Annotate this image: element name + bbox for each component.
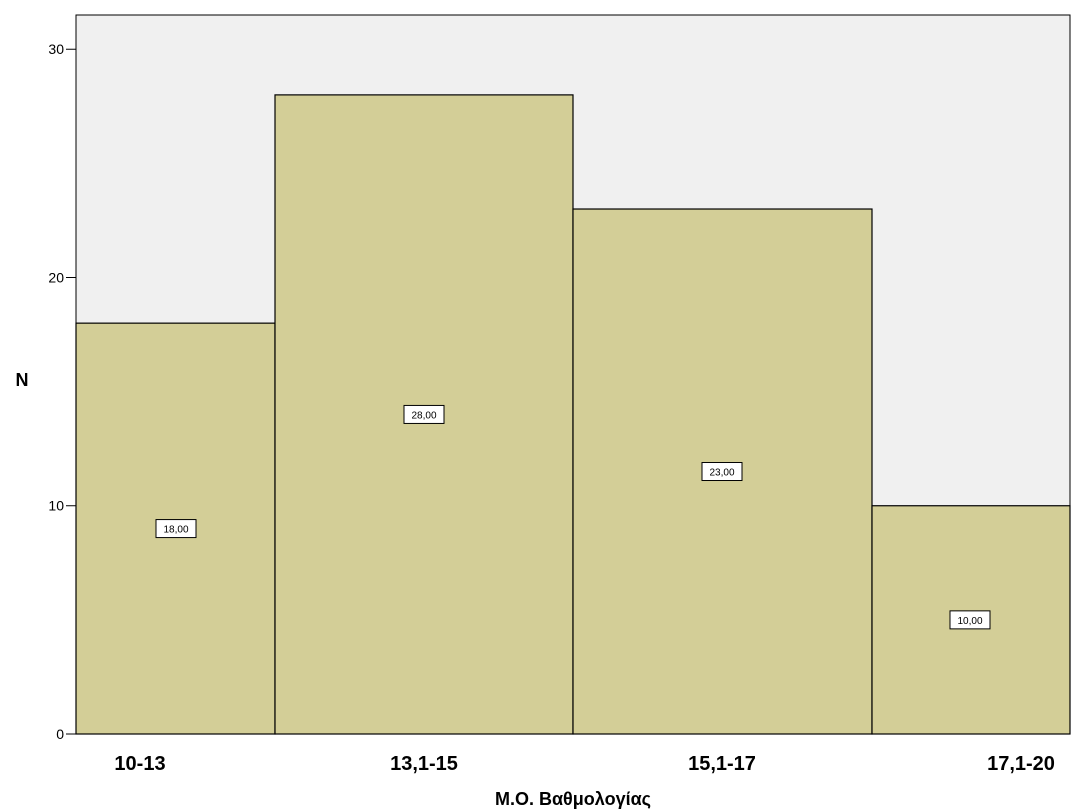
data-label-1: 18,00 (155, 519, 197, 539)
data-label-text: 23,00 (709, 468, 734, 479)
data-label-4: 10,00 (949, 610, 991, 630)
x-tick-label: 17,1-20 (987, 753, 1055, 775)
data-label-box (155, 519, 197, 539)
data-label-text: 18,00 (163, 525, 188, 536)
y-axis-ticks: 0 10 20 30 (48, 41, 76, 742)
data-label-box (949, 610, 991, 630)
data-labels-group: 18,00 28,00 23,00 10,00 (155, 404, 991, 630)
x-axis-label: Μ.Ο. Βαθμολογίας (495, 789, 651, 809)
data-label-text: 28,00 (411, 410, 436, 421)
data-label-2: 28,00 (403, 404, 445, 424)
y-tick-label: 0 (56, 726, 64, 742)
y-axis-label: N (16, 370, 29, 390)
x-tick-label: 15,1-17 (688, 753, 756, 775)
x-axis-ticks: 10-13 13,1-15 15,1-17 17,1-20 (114, 753, 1055, 775)
data-label-text: 10,00 (957, 616, 982, 627)
y-tick-label: 20 (48, 269, 64, 285)
x-tick-label: 13,1-15 (390, 753, 458, 775)
y-tick-label: 10 (48, 498, 64, 514)
x-tick-label: 10-13 (114, 753, 165, 775)
data-label-3: 23,00 (701, 462, 743, 482)
data-label-box (403, 404, 445, 424)
y-tick-label: 30 (48, 41, 64, 57)
data-label-box (701, 462, 743, 482)
